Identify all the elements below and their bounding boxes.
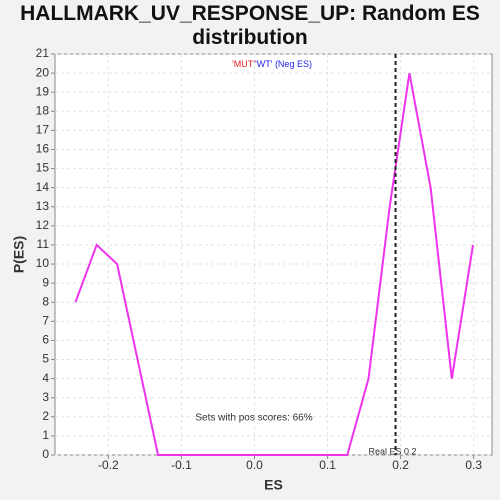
x-tick-label: 0.3 (465, 458, 482, 472)
y-tick-label: 1 (42, 428, 49, 442)
y-tick-label: 17 (36, 123, 50, 137)
y-tick-label: 12 (36, 218, 50, 232)
legend-text: 'WT' (255, 59, 273, 69)
y-tick-label: 9 (42, 275, 49, 289)
chart-title: HALLMARK_UV_RESPONSE_UP: Random ES distr… (20, 2, 480, 49)
y-axis-label: P(ES) (11, 236, 27, 273)
y-tick-label: 11 (37, 237, 50, 251)
y-tick-label: 14 (36, 180, 50, 194)
y-tick-label: 8 (42, 294, 49, 308)
y-tick-label: 10 (36, 256, 50, 270)
real-es-label: Real ES 0.2 (369, 446, 417, 456)
y-tick-label: 20 (36, 65, 50, 79)
x-axis-label: ES (264, 477, 283, 493)
y-tick-label: 16 (36, 142, 50, 156)
y-tick-label: 6 (42, 333, 49, 347)
y-tick-label: 5 (42, 352, 49, 366)
y-tick-label: 0 (42, 447, 49, 461)
y-tick-label: 7 (42, 314, 49, 328)
x-tick-label: -0.2 (98, 458, 119, 472)
y-tick-label: 21 (36, 46, 50, 60)
x-tick-label: 0.1 (319, 458, 336, 472)
x-tick-label: -0.1 (171, 458, 192, 472)
series-line (74, 72, 474, 456)
y-tick-label: 18 (36, 103, 50, 117)
x-tick-label: 0.2 (392, 458, 409, 472)
legend-text: (Neg ES) (275, 59, 312, 69)
y-tick-label: 15 (36, 161, 50, 175)
x-tick-label: 0.0 (246, 458, 263, 472)
legend-text: 'MUT' (232, 59, 255, 69)
y-tick-label: 19 (36, 84, 50, 98)
legend: 'MUT''WT' (Neg ES) (232, 59, 312, 69)
y-tick-label: 13 (36, 199, 50, 213)
y-tick-label: 4 (42, 371, 49, 385)
y-tick-label: 3 (42, 390, 49, 404)
y-tick-label: 2 (42, 409, 49, 423)
plot-area (54, 53, 493, 456)
annotation: Sets with pos scores: 66% (195, 413, 312, 424)
